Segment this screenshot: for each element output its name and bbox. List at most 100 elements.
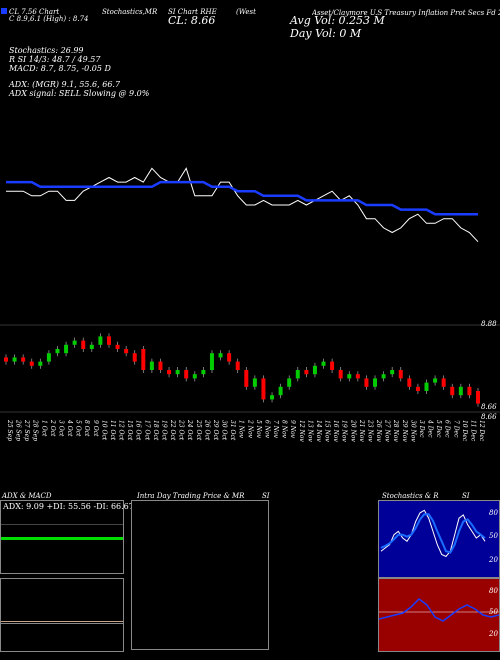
candle-body (347, 374, 352, 379)
date-tick-label: 2 Oct (49, 419, 56, 437)
date-tick-label: 5 Oct (75, 420, 82, 437)
header-cl-label: CL 7.56 Chart (1, 8, 59, 16)
intraday-panel-title: Intra Day Trading Price & MR (137, 492, 245, 500)
candle-body (89, 344, 94, 349)
candle-body (235, 361, 240, 370)
date-tick-label: 29 Nov (401, 419, 408, 442)
candle-body (132, 353, 137, 362)
candle-body (390, 370, 395, 375)
date-tick-label: 26 Nov (375, 419, 382, 442)
date-tick-label: 18 Oct (152, 420, 159, 441)
macd-panel (0, 578, 124, 652)
rsi-level-80: 80 (489, 587, 498, 595)
date-axis: 25 Sep 26 Sep 27 Sep 28 Sep 1 Oct 2 Oct 3 Oct 4… (6, 419, 485, 442)
stochastics-value: Stochastics: 26.99 (9, 46, 84, 55)
date-tick-label: 24 Oct (186, 419, 193, 441)
candle-body (321, 361, 326, 366)
header-close-price: CL: 8.66 (168, 14, 216, 27)
date-tick-label: 16 Nov (332, 420, 339, 442)
candle-body (415, 386, 420, 391)
adx-panel: ADX: 9.09 +DI: 55.56 -DI: 66.67 (0, 500, 134, 574)
stoch-level-50: 50 (489, 532, 498, 540)
stochastics-si-value: R SI 14/3: 48.7 / 49.57 (9, 55, 101, 64)
rsi-panel: 80 50 20 (378, 578, 500, 652)
date-tick-label: 7 Nov (272, 420, 279, 439)
candle-body (81, 340, 86, 349)
candle-body (141, 349, 146, 370)
candle-body (441, 378, 446, 387)
candle-body (270, 395, 275, 400)
candle-body (433, 378, 438, 383)
candle-body (373, 378, 378, 387)
date-tick-label: 26 Oct (203, 419, 210, 441)
stoch-d-line (380, 513, 486, 554)
rsi-level-20: 20 (489, 630, 498, 638)
macd-value: MACD: 8.7, 8.75, -0.05 D (9, 64, 111, 73)
candle-body (218, 353, 223, 358)
stoch-panel-title: Stochastics & R (382, 492, 439, 500)
date-tick-label: 26 Sep (15, 419, 22, 441)
date-tick-label: 13 Nov (306, 420, 313, 442)
price-label-bottom-1: 8.66 (481, 403, 497, 411)
date-tick-label: 2 Nov (246, 419, 253, 439)
date-tick-label: 4 Dec (427, 419, 434, 438)
candle-body (106, 336, 111, 345)
stoch-svg (380, 509, 486, 558)
date-tick-label: 6 Nov (263, 420, 270, 439)
candle-body (4, 357, 8, 362)
candle-body (278, 386, 283, 396)
rsi-line (379, 598, 499, 622)
date-tick-label: 7 Dec (452, 420, 459, 438)
date-tick-label: 25 Sep (6, 419, 13, 441)
adx-grid-line (1, 524, 123, 525)
macd-line (1, 621, 123, 622)
candle-body (252, 378, 257, 387)
date-tick-label: 1 Nov (238, 420, 245, 439)
candle-body (184, 370, 189, 379)
date-tick-label: 10 Oct (100, 420, 107, 441)
date-tick-label: 27 Sep (23, 419, 30, 441)
candle-body (64, 344, 69, 354)
date-tick-label: 3 Oct (57, 420, 64, 437)
date-tick-label: 17 Oct (143, 420, 150, 441)
date-tick-label: 21 Nov (358, 419, 365, 442)
adx-panel-title: ADX & MACD (2, 492, 52, 500)
adx-signal: ADX signal: SELL Slowing @ 9.0% (9, 89, 150, 98)
date-tick-label: 30 Nov (409, 420, 416, 442)
candle-body (72, 340, 77, 345)
candle-body (192, 374, 197, 379)
candle-body (355, 374, 360, 379)
moving-average-line (6, 180, 478, 216)
date-tick-label: 23 Nov (366, 419, 373, 442)
candle-body (330, 361, 335, 370)
date-tick-label: 3 Dec (418, 420, 425, 438)
candle-body (227, 353, 232, 362)
header-si-label: SI Chart RHE (168, 8, 217, 16)
date-tick-label: 25 Oct (195, 419, 202, 441)
candle-body (312, 365, 317, 375)
stoch-layer (380, 509, 486, 558)
date-tick-label: 8 Nov (281, 420, 288, 439)
avg-volume: Avg Vol: 0.253 M (290, 14, 385, 27)
candle-body (12, 357, 17, 362)
candle-body (244, 370, 249, 387)
candle-body (304, 370, 309, 375)
date-tick-label: 12 Oct (118, 420, 125, 441)
candle-body (287, 378, 292, 387)
stoch-panel-si: SI (462, 492, 470, 500)
date-tick-label: 5 Nov (255, 420, 262, 439)
series-marker-icon (1, 8, 7, 14)
date-tick-label: 14 Nov (315, 420, 322, 442)
intraday-panel (131, 500, 269, 650)
date-tick-label: 31 Oct (229, 420, 236, 441)
candle-body (338, 370, 343, 379)
date-tick-label: 9 Oct (92, 420, 99, 437)
lines-layer (6, 167, 479, 243)
date-tick-label: 19 Nov (341, 420, 348, 442)
candle-body (201, 370, 206, 375)
candle-body (424, 382, 429, 391)
candle-body (209, 353, 214, 370)
date-tick-label: 8 Oct (83, 420, 90, 437)
date-tick-label: 12 Dec (478, 420, 485, 442)
